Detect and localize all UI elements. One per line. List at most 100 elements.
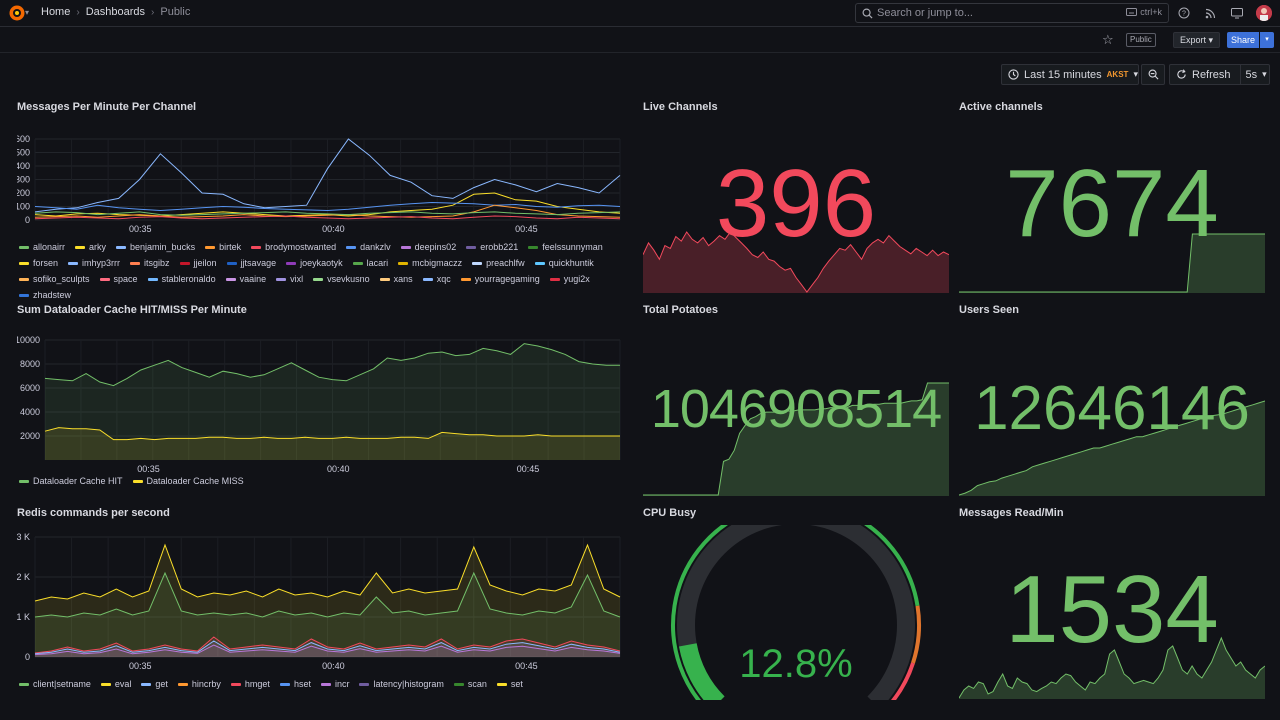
- legend-item[interactable]: allonairr: [19, 241, 65, 253]
- legend-swatch: [320, 682, 331, 686]
- rss-icon[interactable]: [1202, 5, 1218, 21]
- search-box[interactable]: ctrl+k: [855, 3, 1169, 23]
- legend-label: hset: [293, 679, 311, 689]
- series-line-incr: [34, 644, 621, 656]
- series-line-xqc: [34, 201, 621, 212]
- share-button[interactable]: Share: [1227, 32, 1259, 48]
- y-tick-label: 0: [25, 652, 30, 662]
- chart-legend: Dataloader Cache HIT Dataloader Cache MIS…: [19, 475, 629, 487]
- legend-item[interactable]: client|setname: [19, 678, 91, 690]
- legend-item[interactable]: joeykaotyk: [286, 257, 343, 269]
- legend-swatch: [68, 261, 79, 265]
- legend-item[interactable]: set: [496, 678, 523, 690]
- legend-label: xqc: [436, 274, 451, 284]
- legend-item[interactable]: Dataloader Cache HIT: [19, 475, 123, 487]
- legend-label: hincrby: [191, 679, 221, 689]
- legend-item[interactable]: mcbigmaczz: [398, 257, 462, 269]
- legend-item[interactable]: latency|histogram: [359, 678, 444, 690]
- refresh-button[interactable]: Refresh: [1192, 68, 1231, 81]
- zoom-out-button[interactable]: [1141, 64, 1165, 85]
- time-range-picker[interactable]: Last 15 minutes AKST ▾: [1001, 64, 1139, 85]
- keyboard-icon: [1126, 8, 1138, 16]
- legend-label: client|setname: [33, 679, 91, 689]
- redis-chart[interactable]: 0 1 K 2 K 3 K 00:35 00:40 00:45: [17, 531, 630, 696]
- chevron-down-icon: ▾: [1133, 69, 1138, 79]
- panel-messages-read[interactable]: Messages Read/Min 1534: [959, 507, 1265, 699]
- legend-item[interactable]: imhyp3rrr: [68, 257, 120, 269]
- legend-item[interactable]: quickhuntik: [534, 257, 594, 269]
- legend-item[interactable]: eval: [100, 678, 131, 690]
- panel-users-seen[interactable]: Users Seen 12646146: [959, 304, 1265, 496]
- legend-item[interactable]: lacari: [352, 257, 388, 269]
- legend-label: Dataloader Cache HIT: [33, 476, 123, 486]
- panel-dataloader-cache[interactable]: Sum Dataloader Cache HIT/MISS Per Minute…: [17, 304, 630, 494]
- legend-item[interactable]: benjamin_bucks: [116, 241, 195, 253]
- legend-item[interactable]: Dataloader Cache MISS: [132, 475, 244, 487]
- help-icon[interactable]: ?: [1176, 5, 1192, 21]
- legend-item[interactable]: zhadstew: [19, 289, 71, 301]
- legend-item[interactable]: feelssunnyman: [528, 241, 603, 253]
- star-icon[interactable]: ☆: [1102, 32, 1114, 47]
- messages-chart[interactable]: 0 100 200 300 400 500 600 00:35 00:40 00:45: [17, 129, 630, 259]
- avatar[interactable]: [1256, 5, 1272, 21]
- breadcrumb-home[interactable]: Home: [41, 6, 71, 18]
- legend-item[interactable]: hincrby: [177, 678, 221, 690]
- panel-cpu-busy[interactable]: CPU Busy 12.8%: [643, 507, 949, 700]
- legend-item[interactable]: yugi2x: [549, 273, 590, 285]
- legend-item[interactable]: vsevkusno: [313, 273, 370, 285]
- legend-item[interactable]: hmget: [230, 678, 270, 690]
- legend-item[interactable]: get: [141, 678, 168, 690]
- gauge-threshold-orange: [911, 605, 921, 664]
- legend-item[interactable]: vixl: [276, 273, 303, 285]
- legend-item[interactable]: arky: [75, 241, 106, 253]
- breadcrumb: Home › Dashboards › Public: [41, 6, 190, 18]
- sparkline-line: [643, 382, 949, 496]
- panel-messages-per-minute[interactable]: Messages Per Minute Per Channel 0 100 200 3…: [17, 101, 630, 300]
- legend-item[interactable]: forsen: [19, 257, 58, 269]
- grafana-logo-icon[interactable]: [8, 4, 26, 22]
- legend-item[interactable]: space: [99, 273, 138, 285]
- messages-read-sparkline: [959, 636, 1265, 699]
- y-tick-label: 0: [25, 215, 30, 225]
- panel-total-potatoes[interactable]: Total Potatoes 1046908514: [643, 304, 949, 496]
- sparkline-area: [959, 401, 1265, 496]
- kiosk-icon[interactable]: [1229, 5, 1245, 21]
- panel-redis-commands[interactable]: Redis commands per second 0 1 K 2 K 3 K 00:3…: [17, 507, 630, 697]
- legend-item[interactable]: stableronaldo: [147, 273, 216, 285]
- legend-item[interactable]: scan: [453, 678, 487, 690]
- panel-active-channels[interactable]: Active channels 7674: [959, 101, 1265, 293]
- breadcrumb-dashboards[interactable]: Dashboards: [85, 6, 146, 18]
- legend-item[interactable]: dankzlv: [346, 241, 391, 253]
- dataloader-chart[interactable]: 2000 4000 6000 8000 10000 00:35 00:40 00:45: [17, 330, 630, 495]
- y-tick-label: 300: [17, 175, 30, 185]
- y-tick-label: 3 K: [17, 532, 30, 542]
- refresh-interval[interactable]: 5s: [1245, 68, 1258, 81]
- share-dropdown-chevron-icon[interactable]: ▾: [1260, 32, 1274, 48]
- legend-item[interactable]: xans: [379, 273, 413, 285]
- legend-item[interactable]: brodymostwanted: [251, 241, 336, 253]
- search-input[interactable]: [877, 7, 1117, 19]
- legend-item[interactable]: sofiko_sculpts: [19, 273, 90, 285]
- legend-item[interactable]: deepins02: [400, 241, 457, 253]
- legend-item[interactable]: jjeilon: [179, 257, 217, 269]
- legend-item[interactable]: incr: [320, 678, 349, 690]
- legend-item[interactable]: birtek: [205, 241, 241, 253]
- export-button[interactable]: Export ▾: [1173, 32, 1221, 48]
- panel-live-channels[interactable]: Live Channels 396: [643, 101, 949, 293]
- legend-item[interactable]: xqc: [422, 273, 451, 285]
- legend-swatch: [116, 245, 127, 249]
- shortcut-label: ctrl+k: [1140, 7, 1162, 17]
- legend-item[interactable]: jjtsavage: [226, 257, 276, 269]
- legend-swatch: [286, 261, 297, 265]
- legend-label: deepins02: [414, 242, 457, 252]
- legend-item[interactable]: vaaine: [225, 273, 266, 285]
- legend-item[interactable]: hset: [279, 678, 311, 690]
- refresh-picker[interactable]: Refresh 5s ▾: [1169, 64, 1270, 85]
- legend-item[interactable]: yourragegaming: [460, 273, 540, 285]
- legend-swatch: [400, 245, 411, 249]
- x-tick-label: 00:45: [515, 224, 538, 234]
- chevron-down-icon[interactable]: ▾: [25, 8, 30, 17]
- legend-item[interactable]: preachlfw: [472, 257, 525, 269]
- legend-item[interactable]: erobb221: [466, 241, 518, 253]
- legend-item[interactable]: itsgibz: [130, 257, 170, 269]
